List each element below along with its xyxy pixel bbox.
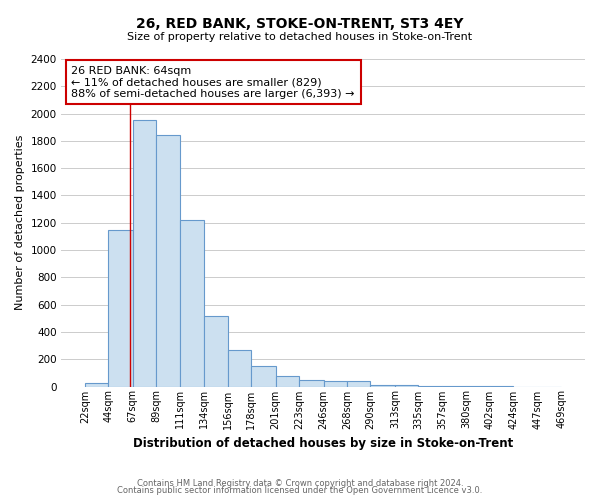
- Text: 26 RED BANK: 64sqm
← 11% of detached houses are smaller (829)
88% of semi-detach: 26 RED BANK: 64sqm ← 11% of detached hou…: [71, 66, 355, 99]
- X-axis label: Distribution of detached houses by size in Stoke-on-Trent: Distribution of detached houses by size …: [133, 437, 513, 450]
- Text: Contains HM Land Registry data © Crown copyright and database right 2024.: Contains HM Land Registry data © Crown c…: [137, 478, 463, 488]
- Bar: [347, 382, 370, 386]
- Bar: [370, 385, 395, 386]
- Bar: [323, 382, 347, 386]
- Bar: [275, 376, 299, 386]
- Text: Size of property relative to detached houses in Stoke-on-Trent: Size of property relative to detached ho…: [127, 32, 473, 42]
- Bar: [179, 220, 204, 386]
- Text: Contains public sector information licensed under the Open Government Licence v3: Contains public sector information licen…: [118, 486, 482, 495]
- Bar: [156, 136, 179, 386]
- Bar: [108, 230, 133, 386]
- Y-axis label: Number of detached properties: Number of detached properties: [15, 135, 25, 310]
- Bar: [133, 120, 156, 386]
- Bar: [299, 380, 323, 386]
- Bar: [85, 383, 108, 386]
- Bar: [227, 350, 251, 386]
- Text: 26, RED BANK, STOKE-ON-TRENT, ST3 4EY: 26, RED BANK, STOKE-ON-TRENT, ST3 4EY: [136, 18, 464, 32]
- Bar: [251, 366, 275, 386]
- Bar: [204, 316, 227, 386]
